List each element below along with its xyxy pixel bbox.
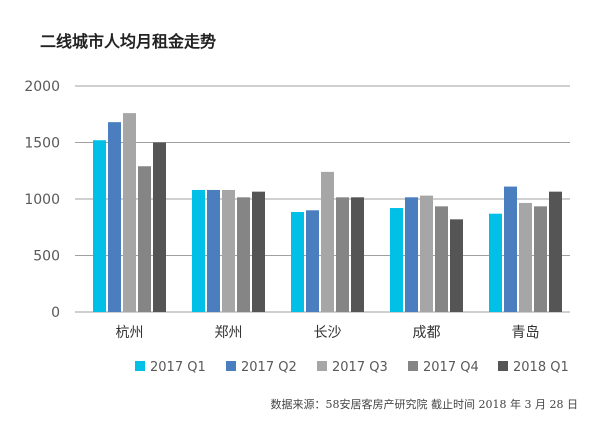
bar-2018-Q1 (549, 191, 562, 312)
bar-2018-Q1 (153, 142, 166, 312)
bar-2017-Q2 (306, 210, 319, 312)
legend-swatch (317, 361, 327, 371)
bar-2017-Q2 (405, 197, 418, 312)
y-tick-label: 1500 (24, 136, 60, 152)
x-tick-label: 成都 (413, 325, 441, 341)
bar-2018-Q1 (450, 219, 463, 312)
bar-2017-Q1 (489, 213, 502, 312)
legend-swatch (498, 361, 508, 371)
bar-2017-Q1 (192, 189, 205, 312)
bar-2017-Q4 (138, 166, 151, 312)
bar-2018-Q1 (252, 191, 265, 312)
y-tick-label: 2000 (24, 79, 60, 95)
legend-swatch (226, 361, 236, 371)
bar-2017-Q1 (390, 208, 403, 312)
chart-title: 二线城市人均月租金走势 (40, 32, 217, 51)
bar-2017-Q1 (93, 140, 106, 312)
x-tick-label: 杭州 (116, 325, 144, 341)
source-note: 数据来源：58安居客房产研究院 截止时间 2018 年 3 月 28 日 (270, 398, 578, 411)
bar-2017-Q4 (534, 206, 547, 312)
y-tick-label: 1000 (24, 192, 60, 208)
bar-2017-Q2 (504, 186, 517, 312)
legend-label: 2017 Q1 (150, 360, 206, 375)
legend-swatch (135, 361, 145, 371)
bar-2017-Q2 (108, 122, 121, 312)
legend-label: 2017 Q4 (423, 360, 479, 375)
bar-2017-Q1 (291, 211, 304, 312)
bar-2017-Q3 (420, 195, 433, 312)
x-tick-label: 长沙 (314, 325, 342, 341)
legend-label: 2017 Q3 (332, 360, 388, 375)
legend-swatch (408, 361, 418, 371)
bar-2017-Q4 (336, 197, 349, 312)
bar-2017-Q4 (435, 206, 448, 312)
y-tick-label: 0 (51, 305, 60, 321)
bar-2018-Q1 (351, 197, 364, 312)
bar-2017-Q3 (123, 113, 136, 313)
bar-2017-Q3 (519, 202, 532, 312)
bar-2017-Q3 (222, 189, 235, 312)
x-tick-label: 青岛 (512, 325, 540, 341)
bar-2017-Q4 (237, 197, 250, 312)
y-tick-label: 500 (33, 249, 60, 265)
bar-2017-Q2 (207, 189, 220, 312)
bar-2017-Q3 (321, 171, 334, 312)
legend-label: 2017 Q2 (241, 360, 297, 375)
x-tick-label: 郑州 (215, 325, 243, 341)
legend-label: 2018 Q1 (513, 360, 569, 375)
